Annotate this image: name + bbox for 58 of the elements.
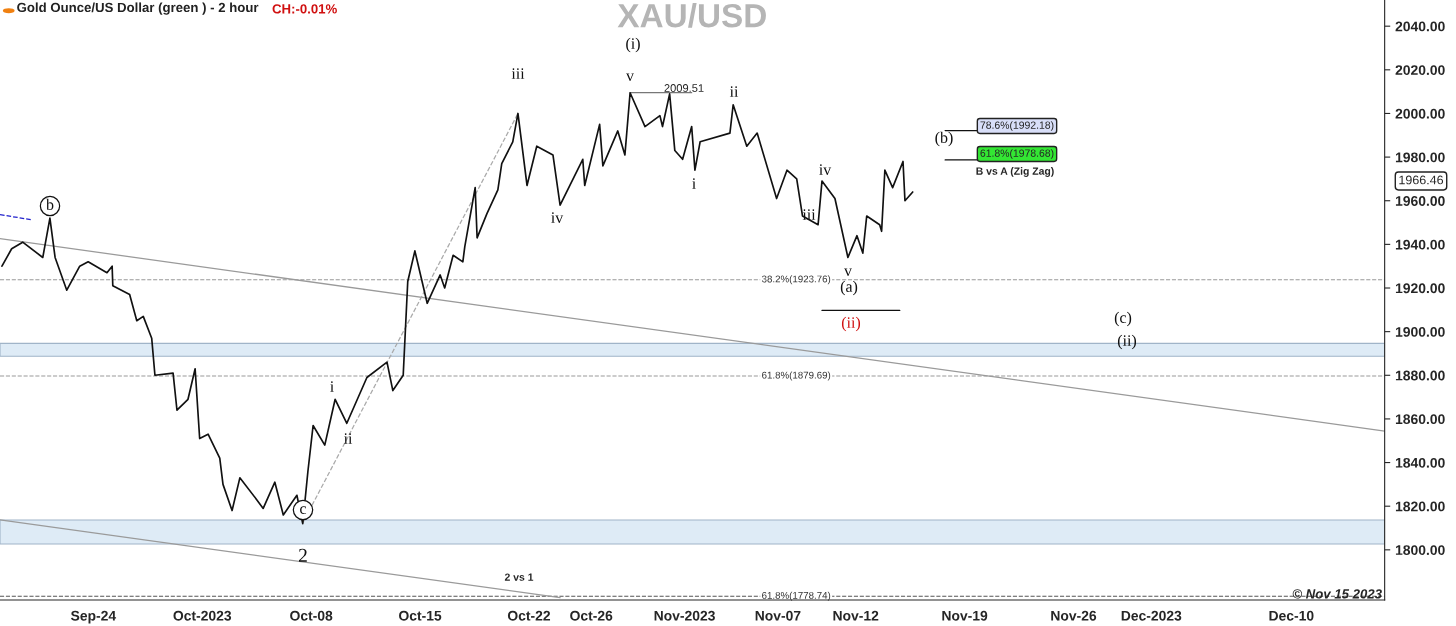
y-tick-label: 1980.00	[1395, 152, 1445, 163]
ref-line-label: 61.8%(1778.74)	[762, 591, 831, 601]
annotation: b	[46, 198, 54, 210]
x-tick-label: Dec-2023	[1121, 610, 1182, 621]
y-tick-label: 1940.00	[1395, 239, 1445, 250]
y-tick-label: 2000.00	[1395, 108, 1445, 119]
x-tick-label: Nov-26	[1051, 610, 1097, 621]
x-tick-label: Oct-22	[507, 610, 551, 621]
x-tick-label: Oct-26	[570, 610, 613, 621]
x-tick-label: Sep-24	[70, 610, 117, 624]
y-tick-label: 1880.00	[1395, 370, 1445, 381]
text: 1966.46	[1399, 175, 1444, 185]
x-tick-label: Oct-08	[290, 610, 333, 621]
x-tick-label: Nov-12	[833, 610, 879, 621]
annotation: (b)	[935, 131, 953, 147]
annotation: iii	[511, 68, 525, 79]
annotation: 2	[298, 548, 307, 562]
ref-line-label: 61.8%(1879.69)	[762, 371, 831, 381]
y-tick-label: 1860.00	[1395, 414, 1445, 425]
chart-subtitle: Gold Ounce/US Dollar (green ) - 2 hour	[17, 2, 259, 15]
annotation: c	[300, 506, 307, 514]
y-tick-label: 1960.00	[1395, 196, 1445, 206]
x-tick-label: Nov-2023	[654, 610, 715, 621]
x-tick-label: Nov-07	[755, 610, 801, 621]
annotation: (c)	[1114, 311, 1132, 327]
y-tick-label: 1820.00	[1395, 501, 1445, 512]
annotation: v	[626, 73, 634, 81]
annotation: i	[692, 178, 696, 189]
annotation: ii	[729, 86, 739, 97]
y-tick-label: 1900.00	[1395, 326, 1445, 337]
chart-title: XAU/USD	[617, 3, 766, 28]
ref-line-label: 38.2%(1923.76)	[761, 275, 831, 285]
x-tick-label: Dec-10	[1269, 610, 1314, 621]
annotation: B vs A (Zig Zag)	[976, 167, 1054, 177]
annotation: (ii)	[1117, 334, 1137, 350]
y-tick-label: 2040.00	[1395, 21, 1445, 32]
x-tick-label: Oct-2023	[173, 610, 232, 621]
annotation: 2 vs 1	[504, 573, 534, 581]
x-tick-label: Oct-15	[399, 610, 442, 621]
y-tick-label: 1840.00	[1395, 457, 1445, 468]
annotation: © Nov 15 2023	[1292, 589, 1382, 599]
annotation: 2009.51	[664, 84, 704, 92]
annotation: 61.8%(1978.68)	[980, 149, 1054, 159]
y-tick-label: 1920.00	[1395, 283, 1445, 294]
annotation: CH:-0.01%	[272, 4, 337, 14]
annotation: iv	[551, 212, 564, 223]
y-tick-label: 1800.00	[1395, 545, 1445, 556]
annotation: (a)	[840, 280, 858, 296]
annotation: (i)	[626, 37, 640, 53]
annotation: (ii)	[841, 316, 861, 332]
annotation: ii	[343, 433, 353, 444]
annotation: iii	[802, 209, 816, 220]
annotation: v	[844, 268, 852, 276]
annotation: iv	[819, 164, 832, 175]
annotation: i	[330, 381, 334, 392]
annotation: 78.6%(1992.18)	[980, 121, 1054, 131]
y-tick-label: 2020.00	[1395, 65, 1445, 75]
x-tick-label: Nov-19	[942, 610, 988, 621]
